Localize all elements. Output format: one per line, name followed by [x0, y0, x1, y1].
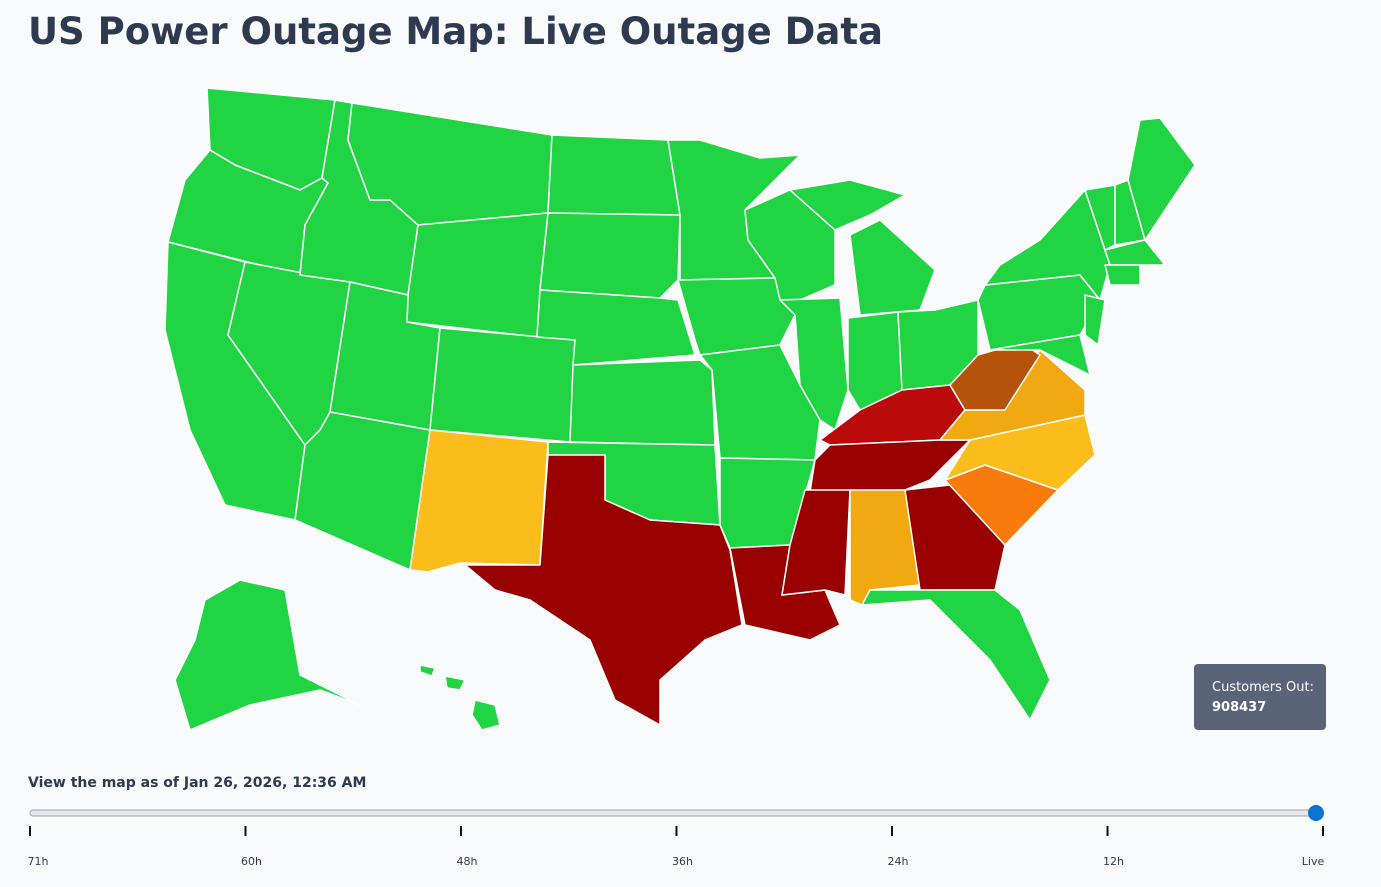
state — [1104, 239, 1166, 266]
state — [429, 327, 576, 443]
state — [989, 334, 1091, 376]
state — [444, 675, 466, 691]
slider-ticks — [29, 826, 1324, 836]
slider-tick-label: 71h — [27, 855, 49, 868]
state — [779, 297, 849, 431]
state — [547, 134, 681, 216]
page-title: US Power Outage Map: Live Outage Data — [28, 10, 883, 53]
state — [849, 219, 936, 316]
state — [1104, 264, 1141, 286]
slider-tick-label: 48h — [456, 855, 478, 868]
state — [809, 439, 971, 493]
state — [174, 579, 361, 731]
slider-tick-label: 36h — [672, 855, 693, 868]
state — [409, 429, 549, 573]
state — [536, 289, 696, 366]
state — [781, 489, 851, 596]
slider-tick-label: 60h — [241, 855, 262, 868]
state — [464, 454, 743, 726]
state — [861, 589, 1051, 721]
slider-tick-label: 12h — [1103, 855, 1124, 868]
state — [406, 212, 549, 338]
slider-thumb[interactable] — [1308, 805, 1324, 821]
time-slider[interactable] — [0, 800, 1381, 860]
state — [1127, 117, 1196, 241]
slider-tick-label: Live — [1301, 855, 1325, 868]
state — [904, 484, 1006, 591]
state — [419, 664, 436, 677]
state — [569, 359, 716, 446]
state — [294, 411, 431, 571]
slider-tick-label: 24h — [887, 855, 909, 868]
state — [1084, 294, 1106, 346]
state — [471, 699, 501, 731]
slider-caption: View the map as of Jan 26, 2026, 12:36 A… — [28, 775, 367, 791]
slider-track — [29, 809, 1319, 817]
tooltip-label: Customers Out: — [1212, 680, 1315, 695]
states — [164, 87, 1196, 731]
state — [789, 179, 906, 231]
tooltip-value: 908437 — [1212, 700, 1267, 715]
state — [539, 212, 681, 299]
state — [699, 344, 821, 461]
tooltip: Customers Out: 908437 — [1194, 664, 1326, 730]
